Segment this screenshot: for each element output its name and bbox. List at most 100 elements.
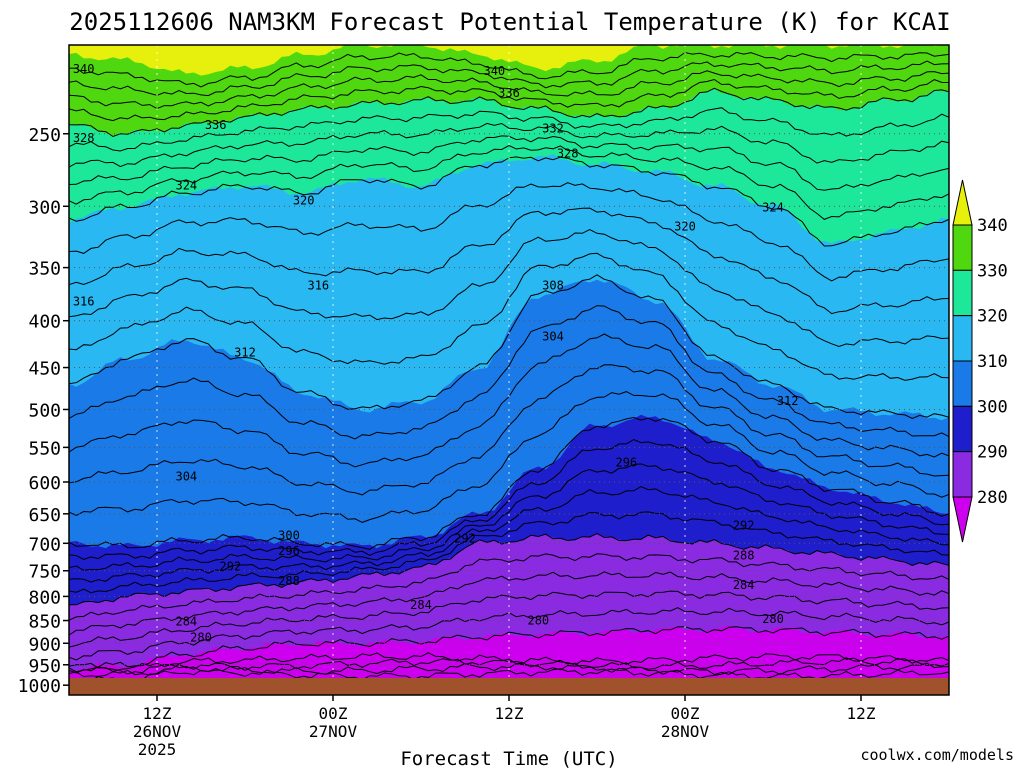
- x-tick-label: 00Z: [319, 704, 348, 723]
- y-tick-label: 250: [28, 125, 61, 146]
- contour-308: [69, 305, 949, 440]
- contour-332: [69, 78, 949, 122]
- contour-338: [69, 51, 949, 88]
- colorbar-band-290: [952, 405, 973, 453]
- y-tick-label: 800: [28, 587, 61, 608]
- contour-label: 340: [73, 62, 95, 76]
- contour-328: [69, 107, 949, 152]
- y-tick-label: 450: [28, 359, 61, 380]
- contour-label: 304: [175, 469, 197, 483]
- contour-302: [69, 391, 949, 523]
- contour-label: 288: [278, 574, 300, 588]
- contour-label: 332: [542, 121, 564, 135]
- contour-326: [69, 122, 949, 168]
- contour-label: 316: [73, 294, 95, 308]
- contour-label: 284: [733, 578, 755, 592]
- contour-label: 280: [527, 614, 549, 628]
- contour-296: [69, 463, 949, 571]
- y-tick-label: 350: [28, 259, 61, 280]
- colorbar: 340 330 320 310 300 290 280: [952, 179, 1008, 543]
- plot-fills: [69, 45, 949, 695]
- contour-label: 328: [557, 146, 579, 160]
- x-tick-date: 28NOV: [661, 722, 710, 741]
- y-tick-label: 950: [28, 656, 61, 677]
- contour-270: [69, 667, 949, 685]
- x-axis-label: Forecast Time (UTC): [400, 748, 617, 768]
- contour-292: [69, 511, 949, 594]
- y-tick-label: 300: [28, 197, 61, 218]
- y-tick-label: 1000: [18, 676, 61, 697]
- colorbar-band-330: [952, 224, 973, 271]
- contour-label: 312: [777, 394, 799, 408]
- contour-label: 328: [73, 131, 95, 145]
- x-tick-label: 12Z: [847, 704, 876, 723]
- colorbar-over-arrow: [952, 179, 973, 226]
- contour-314: [69, 229, 949, 348]
- contour-286: [69, 571, 949, 636]
- colorbar-band-310: [952, 315, 973, 362]
- contour-316: [69, 207, 949, 315]
- colorbar-band-280: [952, 451, 973, 498]
- contour-label: 304: [542, 329, 564, 343]
- contour-label: 280: [190, 631, 212, 645]
- plot-contour-labels: 340 340 336 336 332 328 328 324 324 320 320 316 316 3…: [73, 62, 799, 644]
- x-tick-label: 12Z: [143, 704, 172, 723]
- colorbar-label: 290: [977, 443, 1008, 463]
- colorbar-label: 340: [977, 216, 1008, 236]
- contour-label: 284: [410, 598, 432, 612]
- site-credit: coolwx.com/models: [860, 746, 1014, 764]
- contour-304: [69, 364, 949, 496]
- y-tick-label: 850: [28, 612, 61, 633]
- x-tick-label: 12Z: [495, 704, 524, 723]
- contour-label: 296: [615, 456, 637, 470]
- contour-label: 336: [205, 118, 227, 132]
- contour-label: 340: [483, 64, 505, 78]
- contour-label: 324: [175, 178, 197, 192]
- colorbar-label: 280: [977, 488, 1008, 508]
- x-tick-date: 26NOV: [133, 722, 182, 741]
- contour-label: 296: [278, 544, 300, 558]
- contour-274: [69, 662, 949, 678]
- contour-label: 292: [219, 559, 241, 573]
- colorbar-label: 330: [977, 261, 1008, 281]
- y-axis: 2503003504004505005506006507007508008509…: [18, 125, 69, 697]
- chart-title: 2025112606 NAM3KM Forecast Potential Tem…: [69, 8, 950, 36]
- colorbar-label: 320: [977, 307, 1008, 327]
- contour-label: 320: [674, 220, 696, 234]
- x-tick-year: 2025: [138, 740, 177, 759]
- contour-label: 292: [733, 519, 755, 533]
- plot-contours: [69, 51, 949, 685]
- contour-280: [69, 626, 949, 673]
- contour-label: 292: [454, 532, 476, 546]
- y-tick-label: 900: [28, 634, 61, 655]
- contour-label: 288: [733, 549, 755, 563]
- x-tick-label: 00Z: [671, 704, 700, 723]
- colorbar-label: 300: [977, 397, 1008, 417]
- contour-label: 308: [542, 278, 564, 292]
- contour-label: 336: [498, 86, 520, 100]
- y-tick-label: 700: [28, 534, 61, 555]
- contour-330: [69, 87, 949, 138]
- contour-322: [69, 145, 949, 220]
- colorbar-under-arrow: [952, 496, 973, 543]
- y-tick-label: 650: [28, 505, 61, 526]
- contour-label: 312: [234, 345, 256, 359]
- contour-288: [69, 553, 949, 621]
- contour-label: 280: [762, 612, 784, 626]
- y-tick-label: 400: [28, 312, 61, 333]
- colorbar-label: 310: [977, 352, 1008, 372]
- contour-label: 316: [307, 278, 329, 292]
- y-tick-label: 550: [28, 438, 61, 459]
- x-tick-date: 27NOV: [309, 722, 358, 741]
- contour-318: [69, 182, 949, 282]
- y-tick-label: 750: [28, 562, 61, 583]
- ground-strip: [69, 678, 949, 695]
- contour-label: 320: [293, 194, 315, 208]
- y-tick-label: 500: [28, 400, 61, 421]
- contour-label: 300: [278, 529, 300, 543]
- contour-label: 284: [175, 615, 197, 629]
- colorbar-band-300: [952, 360, 973, 407]
- y-tick-label: 600: [28, 473, 61, 494]
